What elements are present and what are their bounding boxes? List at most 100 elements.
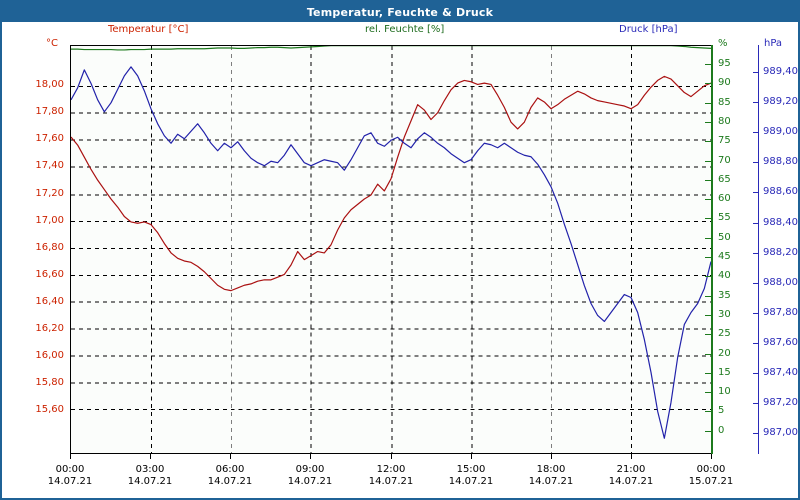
humidity-tick-label: 20	[718, 347, 731, 359]
humidity-axis-line	[711, 45, 713, 454]
temperature-tick-label: 16,60	[35, 269, 64, 280]
humidity-tick-label: 65	[718, 173, 731, 185]
time-tick-time: 21:00	[616, 464, 646, 475]
humidity-tick-mark	[705, 431, 711, 432]
time-tick-mark	[471, 454, 472, 459]
temperature-tick-label: 16,40	[35, 296, 64, 307]
time-tick-label: 00:00 15.07.21	[671, 464, 751, 488]
time-tick-mark	[70, 454, 71, 459]
humidity-tick-mark	[705, 218, 711, 219]
time-tick-time: 03:00	[135, 464, 165, 475]
pressure-tick-mark	[753, 192, 758, 193]
humidity-tick-mark	[705, 83, 711, 84]
humidity-tick-label: 75	[718, 135, 731, 147]
pressure-tick-label: 988,60	[763, 186, 798, 198]
humidity-tick-mark	[705, 180, 711, 181]
series-line	[71, 75, 712, 292]
humidity-tick-label: 15	[718, 366, 731, 378]
time-tick-date: 14.07.21	[608, 476, 654, 487]
pressure-tick-mark	[753, 72, 758, 73]
axis-unit-pressure: hPa	[764, 38, 783, 49]
time-tick-mark	[310, 454, 311, 459]
time-tick-time: 18:00	[536, 464, 566, 475]
time-tick-time: 00:00	[696, 464, 726, 475]
humidity-tick-label: 55	[718, 212, 731, 224]
humidity-tick-mark	[705, 392, 711, 393]
humidity-tick-label: 60	[718, 193, 731, 205]
pressure-tick-mark	[753, 373, 758, 374]
time-tick-date: 15.07.21	[688, 476, 734, 487]
legend-item-humidity: rel. Feuchte [%]	[365, 24, 445, 35]
pressure-tick-label: 988,40	[763, 216, 798, 228]
time-tick-time: 12:00	[376, 464, 406, 475]
pressure-tick-mark	[753, 253, 758, 254]
time-tick-label: 21:00 14.07.21	[591, 464, 671, 488]
time-tick-time: 15:00	[456, 464, 486, 475]
legend-item-temperature: Temperatur [°C]	[108, 24, 189, 35]
humidity-tick-label: 50	[718, 231, 731, 243]
time-tick-date: 14.07.21	[287, 476, 333, 487]
humidity-tick-label: 80	[718, 115, 731, 127]
temperature-tick-label: 17,40	[35, 160, 64, 171]
pressure-tick-mark	[753, 403, 758, 404]
time-tick-date: 14.07.21	[47, 476, 93, 487]
axis-unit-humidity: %	[718, 38, 728, 49]
humidity-tick-mark	[705, 141, 711, 142]
humidity-tick-label: 45	[718, 251, 731, 262]
window-title-bar: Temperatur, Feuchte & Druck	[2, 2, 798, 22]
humidity-tick-mark	[705, 276, 711, 277]
humidity-tick-label: 10	[718, 386, 731, 398]
humidity-tick-label: 95	[718, 58, 731, 69]
pressure-tick-mark	[753, 313, 758, 314]
humidity-tick-label: 40	[718, 270, 731, 282]
pressure-tick-mark	[753, 162, 758, 163]
temperature-tick-label: 16,00	[35, 350, 64, 361]
time-tick-time: 09:00	[295, 464, 325, 475]
window-title: Temperatur, Feuchte & Druck	[306, 5, 494, 19]
humidity-tick-label: 25	[718, 328, 731, 340]
humidity-tick-mark	[705, 103, 711, 104]
pressure-tick-mark	[753, 343, 758, 344]
humidity-tick-label: 70	[718, 154, 731, 166]
time-tick-mark	[150, 454, 151, 459]
humidity-tick-mark	[705, 122, 711, 123]
pressure-tick-label: 987,60	[763, 336, 798, 348]
time-tick-mark	[230, 454, 231, 459]
pressure-tick-mark	[753, 132, 758, 133]
humidity-tick-mark	[705, 199, 711, 200]
humidity-tick-mark	[705, 373, 711, 374]
humidity-tick-label: 30	[718, 308, 731, 320]
temperature-tick-label: 17,60	[35, 133, 64, 144]
pressure-tick-label: 987,00	[763, 427, 798, 439]
time-tick-label: 15:00 14.07.21	[431, 464, 511, 488]
humidity-tick-mark	[705, 315, 711, 316]
time-tick-mark	[391, 454, 392, 459]
humidity-tick-label: 5	[718, 405, 725, 417]
time-tick-date: 14.07.21	[528, 476, 574, 487]
time-tick-label: 03:00 14.07.21	[110, 464, 190, 488]
temperature-tick-label: 18,00	[35, 79, 64, 90]
time-tick-label: 12:00 14.07.21	[351, 464, 431, 488]
series-line	[71, 66, 712, 439]
series-line	[71, 46, 712, 51]
pressure-tick-label: 987,80	[763, 306, 798, 318]
time-tick-date: 14.07.21	[448, 476, 494, 487]
temperature-tick-label: 16,80	[35, 242, 64, 253]
humidity-tick-mark	[705, 296, 711, 297]
humidity-tick-mark	[705, 354, 711, 355]
plot-area	[70, 45, 712, 454]
pressure-tick-label: 989,40	[763, 66, 798, 77]
pressure-tick-mark	[753, 102, 758, 103]
chart-legend: Temperatur [°C] rel. Feuchte [%] Druck […	[2, 24, 798, 40]
time-tick-date: 14.07.21	[127, 476, 173, 487]
temperature-tick-label: 15,80	[35, 377, 64, 388]
humidity-tick-mark	[705, 64, 711, 65]
time-tick-date: 14.07.21	[207, 476, 253, 487]
pressure-tick-label: 987,40	[763, 367, 798, 378]
time-tick-label: 09:00 14.07.21	[270, 464, 350, 488]
humidity-tick-mark	[705, 334, 711, 335]
humidity-tick-label: 90	[718, 77, 731, 89]
pressure-tick-label: 989,20	[763, 96, 798, 108]
humidity-tick-label: 85	[718, 96, 731, 108]
humidity-tick-label: 0	[718, 424, 725, 436]
